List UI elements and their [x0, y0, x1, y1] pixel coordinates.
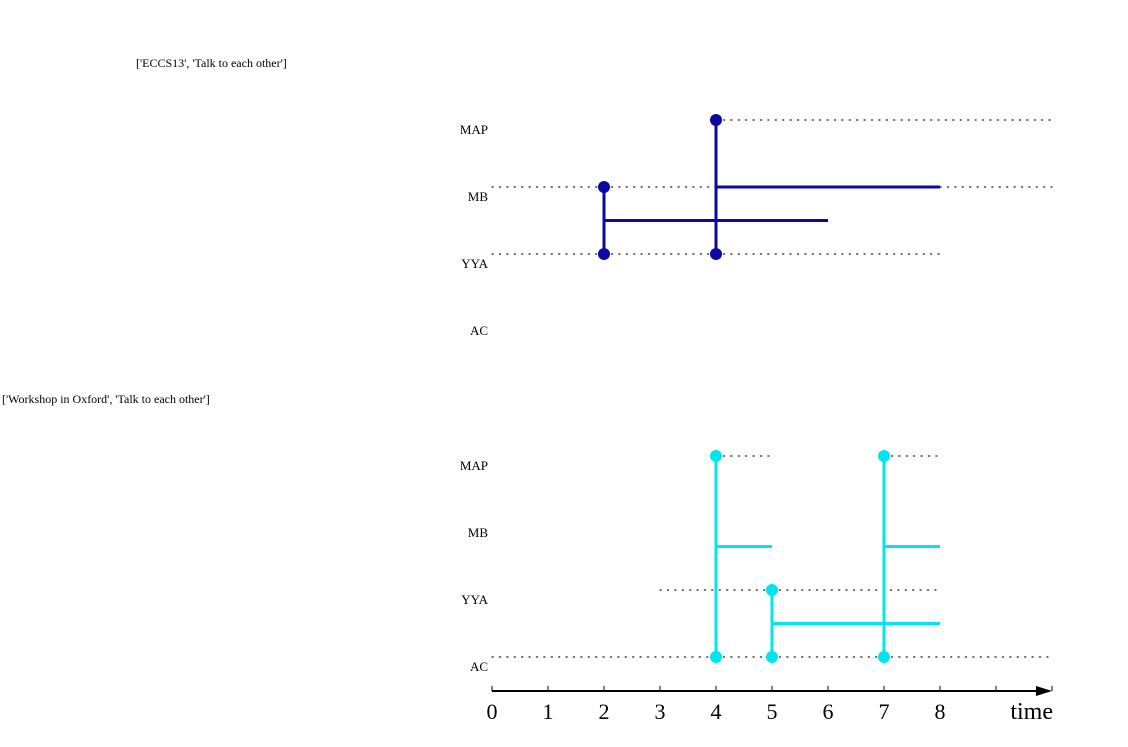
panel-2-title: ['Workshop in Oxford', 'Talk to each oth… [2, 392, 210, 406]
tick-label-3: 3 [655, 699, 666, 724]
axis-arrowhead [1036, 686, 1052, 696]
event-dot [598, 248, 610, 260]
row-label-yya: YYA [461, 592, 488, 607]
row-label-mb: MB [468, 189, 489, 204]
row-label-map: MAP [460, 458, 488, 473]
row-label-yya: YYA [461, 256, 488, 271]
tick-label-8: 8 [935, 699, 946, 724]
row-label-mb: MB [468, 525, 489, 540]
event-dot [878, 651, 890, 663]
tick-label-5: 5 [767, 699, 778, 724]
event-dot [878, 450, 890, 462]
tick-label-4: 4 [711, 699, 722, 724]
row-label-ac: AC [470, 659, 488, 674]
panel-1-plot: MAP MB YYA AC [460, 114, 1053, 338]
event-dot [710, 450, 722, 462]
tick-label-1: 1 [543, 699, 554, 724]
event-dot [710, 651, 722, 663]
tick-label-0: 0 [487, 699, 498, 724]
row-label-map: MAP [460, 122, 488, 137]
event-dot [710, 248, 722, 260]
event-dot [598, 181, 610, 193]
panel-2-plot: MAP MB YYA AC [460, 450, 1053, 674]
panel-1-title: ['ECCS13', 'Talk to each other'] [136, 56, 287, 70]
axis-title: time [1010, 699, 1053, 725]
event-dot [766, 651, 778, 663]
event-dot [710, 114, 722, 126]
time-axis: 0 1 2 3 4 5 6 7 8 time [487, 686, 1053, 725]
tick-label-6: 6 [823, 699, 834, 724]
tick-label-7: 7 [879, 699, 890, 724]
tick-label-2: 2 [599, 699, 610, 724]
event-dot [766, 584, 778, 596]
row-label-ac: AC [470, 323, 488, 338]
